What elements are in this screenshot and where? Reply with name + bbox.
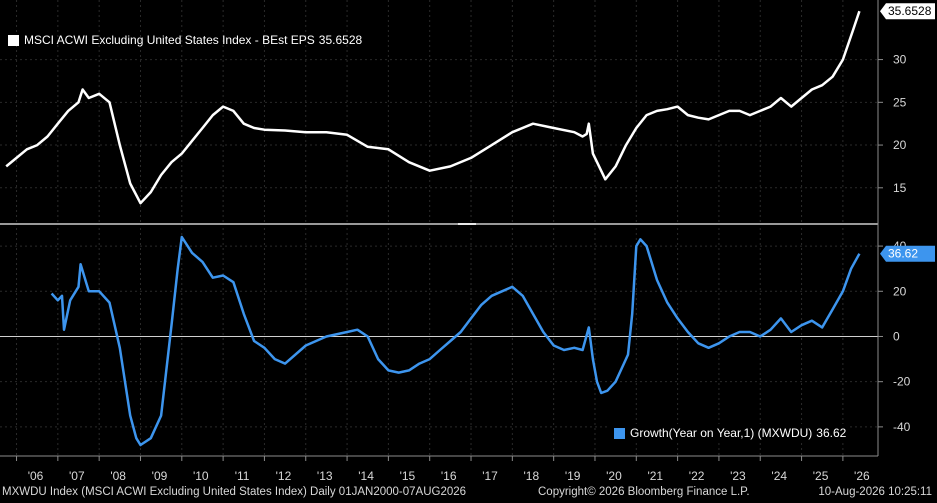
legend-label-growth: Growth(Year on Year,1) (MXWDU) [630, 426, 813, 440]
legend-swatch-eps [8, 34, 19, 46]
top-panel-grid [0, 0, 878, 222]
y-tick-label: 25 [893, 95, 907, 109]
last-value-label-top: 35.6528 [888, 4, 932, 18]
x-axis: '06 '07 '08 '09 '10 '11 '12 '13 '14 '15 '16 '17 '18 '… [16, 456, 870, 483]
x-tick-label: '23 [730, 469, 746, 483]
legend-value-growth: 36.62 [816, 426, 847, 440]
x-tick-label: '21 [647, 469, 663, 483]
x-tick-label: '18 [524, 469, 540, 483]
x-tick-label: '13 [317, 469, 333, 483]
x-tick-label: '11 [235, 469, 250, 483]
y-tick-label: 20 [893, 138, 907, 152]
footer-copyright: Copyright© 2026 Bloomberg Finance L.P. [538, 486, 750, 498]
last-value-tag-bottom-bg [880, 245, 935, 262]
footer-index-description: MXWDU Index (MSCI ACWI Excluding United … [2, 486, 467, 498]
y-tick-label: -40 [893, 420, 911, 434]
y-tick-label: -20 [893, 375, 911, 389]
x-tick-label: '07 [69, 469, 85, 483]
legend-swatch-growth [614, 427, 625, 439]
x-tick-label: '14 [358, 469, 374, 483]
x-tick-label: '12 [276, 469, 292, 483]
x-tick-label: '25 [813, 469, 829, 483]
x-tick-label: '22 [689, 469, 705, 483]
x-tick-label: '26 [854, 469, 870, 483]
last-value-label-bottom: 36.62 [888, 247, 918, 261]
y-tick-label: 20 [893, 284, 907, 298]
legend-top: MSCI ACWI Excluding United States Index … [8, 33, 362, 47]
last-value-tag-top-bg [880, 3, 935, 20]
y-tick-label: 15 [893, 181, 907, 195]
legend-label-eps: MSCI ACWI Excluding United States Index … [24, 33, 315, 47]
x-tick-label: '19 [565, 469, 581, 483]
last-value-tag-bottom: 36.62 [880, 245, 935, 262]
growth-line [50, 235, 861, 447]
y-tick-label: 30 [893, 53, 907, 67]
x-tick-label: '24 [771, 469, 787, 483]
x-tick-label: '08 [110, 469, 126, 483]
last-value-tag-top: 35.6528 [880, 3, 935, 20]
x-tick-label: '20 [606, 469, 622, 483]
x-tick-label: '16 [441, 469, 457, 483]
top-y-axis: 15 20 25 30 [878, 53, 907, 195]
x-tick-label: '10 [193, 469, 209, 483]
legend-bottom: Growth(Year on Year,1) (MXWDU) 36.62 [610, 424, 851, 442]
y-tick-label: 0 [893, 329, 900, 343]
bottom-y-axis: 40200-20-40 [878, 239, 911, 434]
bottom-panel-grid [0, 228, 878, 456]
x-tick-label: '15 [400, 469, 416, 483]
eps-line [5, 10, 861, 205]
x-tick-label: '09 [152, 469, 168, 483]
legend-value-eps: 35.6528 [318, 33, 363, 47]
footer-timestamp: 10-Aug-2026 10:25:11 [818, 486, 932, 498]
x-tick-label: '17 [482, 469, 498, 483]
x-tick-label: '06 [28, 469, 44, 483]
